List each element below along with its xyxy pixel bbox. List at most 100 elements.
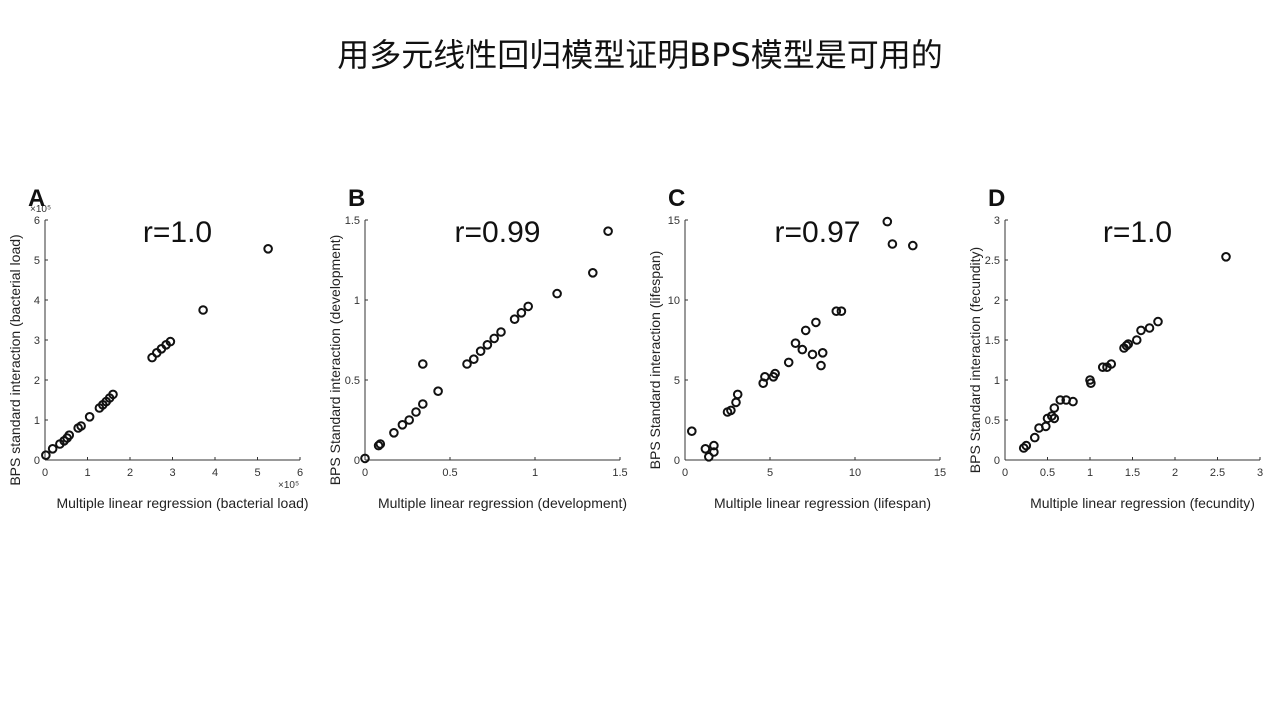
data-point bbox=[882, 216, 893, 227]
data-point bbox=[76, 421, 86, 431]
y-tick-label: 0 bbox=[34, 455, 40, 467]
data-point bbox=[800, 325, 811, 336]
y-tick-label: 1 bbox=[994, 375, 1000, 387]
data-point bbox=[726, 405, 736, 416]
data-point bbox=[1097, 362, 1108, 372]
data-point bbox=[709, 440, 719, 451]
data-point bbox=[552, 288, 562, 299]
data-point bbox=[1068, 396, 1078, 407]
x-tick-label: 6 bbox=[297, 467, 303, 479]
data-point bbox=[418, 399, 428, 409]
x-tick-label: 1.5 bbox=[1125, 467, 1140, 479]
data-point bbox=[790, 338, 801, 348]
x-axis-label: Multiple linear regression (fecundity) bbox=[1030, 495, 1255, 511]
y-tick-label: 2 bbox=[994, 295, 1000, 307]
x-tick-label: 3 bbox=[1257, 467, 1263, 479]
data-point bbox=[588, 268, 598, 278]
data-point bbox=[603, 226, 613, 237]
panel-letter: D bbox=[988, 185, 1005, 212]
data-point bbox=[797, 344, 808, 355]
y-tick-label: 5 bbox=[34, 255, 40, 267]
y-tick-label: 10 bbox=[668, 295, 680, 307]
data-point bbox=[516, 308, 527, 318]
y-tick-label: 0 bbox=[674, 455, 680, 467]
y-tick-label: 15 bbox=[668, 215, 680, 227]
data-point bbox=[731, 397, 741, 408]
data-point bbox=[1221, 252, 1231, 262]
x-tick-label: 5 bbox=[254, 467, 260, 479]
panel-letter: C bbox=[668, 185, 685, 212]
data-point bbox=[807, 349, 818, 360]
data-point bbox=[1106, 359, 1117, 369]
x-tick-label: 0 bbox=[362, 467, 368, 479]
x-tick-label: 1 bbox=[84, 467, 90, 479]
data-point bbox=[887, 239, 898, 249]
data-point bbox=[1055, 395, 1066, 405]
data-point bbox=[64, 430, 75, 441]
x-tick-label: 2.5 bbox=[1210, 467, 1225, 479]
y-axis-label: BPS Standard interaction (fecundity) bbox=[967, 247, 983, 473]
y-tick-label: 0.5 bbox=[345, 375, 360, 387]
data-point bbox=[375, 439, 386, 449]
data-point bbox=[816, 360, 826, 371]
panel-letter: B bbox=[348, 185, 365, 212]
data-point bbox=[509, 314, 520, 324]
y-tick-label: 6 bbox=[34, 215, 40, 227]
y-multiplier: ×10⁵ bbox=[30, 204, 51, 215]
data-point bbox=[1086, 378, 1096, 388]
data-point bbox=[1153, 316, 1163, 327]
data-point bbox=[1123, 339, 1134, 349]
x-tick-label: 2 bbox=[1172, 467, 1178, 479]
data-point bbox=[783, 357, 794, 368]
correlation-annotation: r=0.99 bbox=[455, 216, 541, 249]
slide-title: 用多元线性回归模型证明BPS模型是可用的 bbox=[337, 36, 943, 74]
x-multiplier: ×10⁵ bbox=[278, 480, 299, 491]
data-point bbox=[1021, 440, 1032, 451]
data-point bbox=[360, 453, 370, 464]
y-tick-label: 1.5 bbox=[345, 215, 360, 227]
panel-c-chart: 0 5 10 15 0 5 10 15 Cr=0.97 Multiple linear regre… bbox=[647, 185, 946, 511]
x-axis-label: Multiple linear regression (lifespan) bbox=[714, 495, 931, 511]
x-tick-label: 1 bbox=[532, 467, 538, 479]
y-tick-label: 3 bbox=[994, 215, 1000, 227]
data-point bbox=[1029, 432, 1040, 443]
y-axis-label: BPS Standard interaction (lifespan) bbox=[647, 251, 663, 470]
data-point bbox=[469, 354, 479, 364]
data-point bbox=[1046, 411, 1057, 421]
correlation-annotation: r=1.0 bbox=[1103, 216, 1172, 249]
data-point bbox=[1049, 403, 1060, 413]
y-tick-label: 0.5 bbox=[985, 415, 1000, 427]
data-point bbox=[732, 389, 743, 400]
data-point bbox=[462, 359, 472, 369]
data-point bbox=[1049, 413, 1060, 424]
data-point bbox=[482, 340, 493, 350]
x-tick-label: 1 bbox=[1087, 467, 1093, 479]
data-point bbox=[489, 333, 499, 344]
data-point bbox=[908, 240, 918, 251]
data-point bbox=[700, 444, 711, 454]
data-point bbox=[831, 306, 842, 316]
y-tick-label: 0 bbox=[354, 455, 360, 467]
data-point bbox=[811, 317, 821, 328]
data-point bbox=[108, 389, 118, 400]
data-point bbox=[523, 301, 533, 312]
data-point bbox=[47, 444, 58, 454]
x-tick-label: 3 bbox=[169, 467, 175, 479]
data-point bbox=[1018, 443, 1029, 453]
y-tick-label: 4 bbox=[34, 295, 40, 307]
data-point bbox=[1131, 335, 1142, 345]
data-point bbox=[433, 386, 443, 396]
y-tick-label: 1.5 bbox=[985, 335, 1000, 347]
y-tick-label: 5 bbox=[674, 375, 680, 387]
x-tick-label: 0 bbox=[682, 467, 688, 479]
x-tick-label: 5 bbox=[767, 467, 773, 479]
x-tick-label: 10 bbox=[849, 467, 861, 479]
data-point bbox=[475, 346, 486, 356]
data-point bbox=[1121, 340, 1132, 351]
data-point bbox=[411, 407, 421, 417]
data-point bbox=[263, 244, 273, 254]
data-point bbox=[770, 368, 780, 379]
data-point bbox=[496, 327, 506, 337]
data-point bbox=[198, 305, 208, 315]
